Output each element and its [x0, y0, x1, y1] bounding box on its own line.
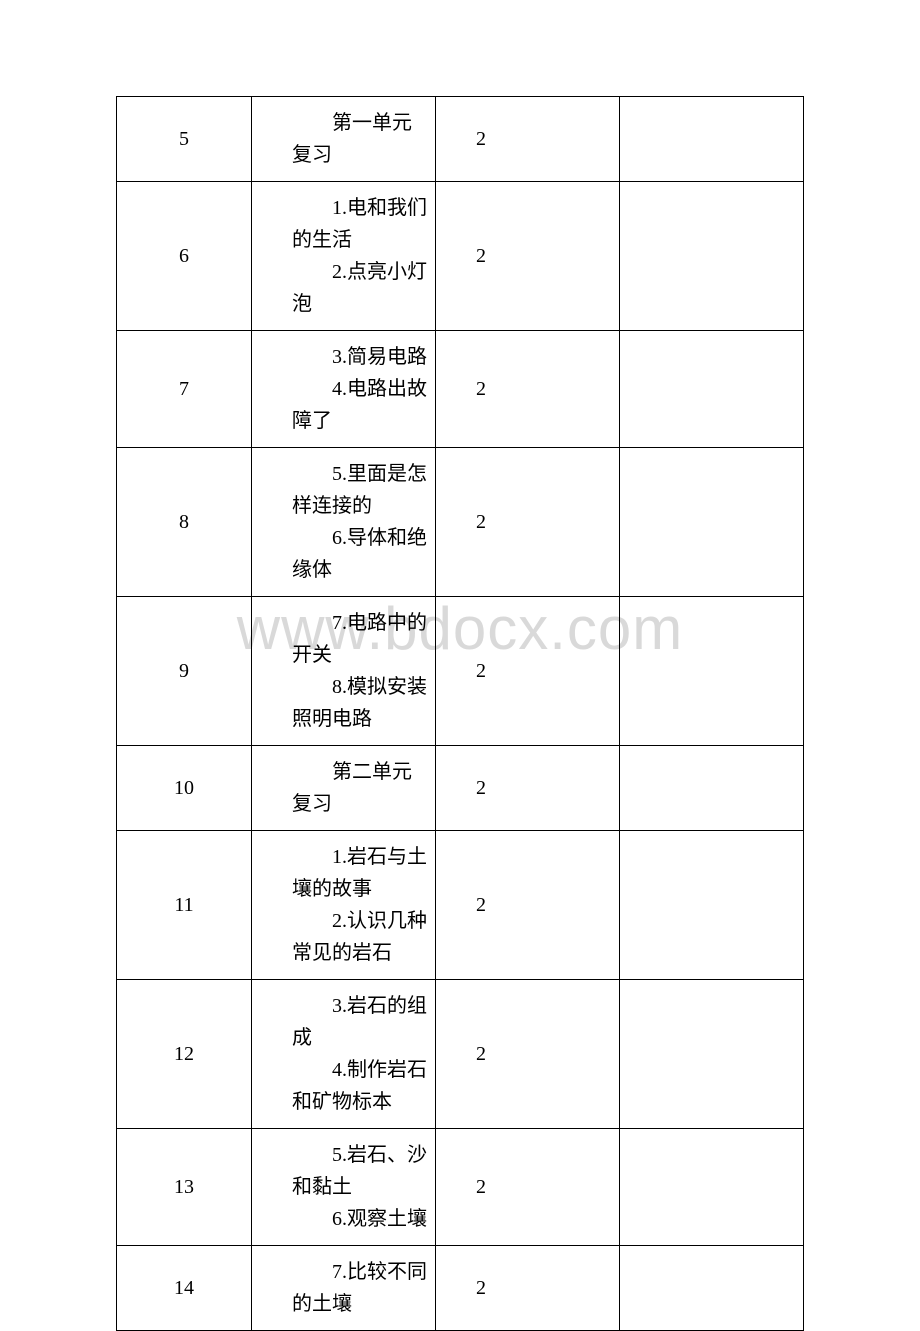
- count-cell: 2: [436, 746, 620, 831]
- content-line: 5.里面是怎样连接的: [292, 458, 427, 522]
- document-page: www.bdocx.com 5第一单元复习261.电和我们的生活2.点亮小灯泡2…: [0, 0, 920, 1331]
- week-cell: 14: [117, 1246, 252, 1331]
- note-cell: [620, 831, 804, 980]
- table-row: 85.里面是怎样连接的6.导体和绝缘体2: [117, 448, 804, 597]
- content-line: 1.岩石与土壤的故事: [292, 841, 427, 905]
- week-cell: 6: [117, 182, 252, 331]
- content-line: 8.模拟安装照明电路: [292, 671, 427, 735]
- week-cell: 5: [117, 97, 252, 182]
- count-cell: 2: [436, 448, 620, 597]
- content-line: 第一单元复习: [292, 107, 427, 171]
- table-row: 73.简易电路4.电路出故障了2: [117, 331, 804, 448]
- content-cell: 7.电路中的开关8.模拟安装照明电路: [252, 597, 436, 746]
- content-line: 4.制作岩石和矿物标本: [292, 1054, 427, 1118]
- content-line: 1.电和我们的生活: [292, 192, 427, 256]
- content-cell: 3.岩石的组成4.制作岩石和矿物标本: [252, 980, 436, 1129]
- content-cell: 第一单元复习: [252, 97, 436, 182]
- table-row: 5 第一单元复习2: [117, 97, 804, 182]
- note-cell: [620, 182, 804, 331]
- content-line: 5.岩石、沙和黏土: [292, 1139, 427, 1203]
- table-row: 135.岩石、沙和黏土6.观察土壤2: [117, 1129, 804, 1246]
- week-cell: 13: [117, 1129, 252, 1246]
- table-row: 123.岩石的组成4.制作岩石和矿物标本2: [117, 980, 804, 1129]
- count-cell: 2: [436, 182, 620, 331]
- content-cell: 5.岩石、沙和黏土6.观察土壤: [252, 1129, 436, 1246]
- content-cell: 1.电和我们的生活2.点亮小灯泡: [252, 182, 436, 331]
- table-row: 61.电和我们的生活2.点亮小灯泡2: [117, 182, 804, 331]
- content-line: 2.点亮小灯泡: [292, 256, 427, 320]
- content-line: 3.岩石的组成: [292, 990, 427, 1054]
- note-cell: [620, 448, 804, 597]
- table-row: 14 7.比较不同的土壤2: [117, 1246, 804, 1331]
- note-cell: [620, 746, 804, 831]
- note-cell: [620, 331, 804, 448]
- count-cell: 2: [436, 1246, 620, 1331]
- schedule-table: 5第一单元复习261.电和我们的生活2.点亮小灯泡273.简易电路4.电路出故障…: [116, 96, 804, 1331]
- content-line: 7.电路中的开关: [292, 607, 427, 671]
- content-cell: 5.里面是怎样连接的6.导体和绝缘体: [252, 448, 436, 597]
- content-line: 第二单元复习: [292, 756, 427, 820]
- week-cell: 9: [117, 597, 252, 746]
- content-line: 2.认识几种常见的岩石: [292, 905, 427, 969]
- count-cell: 2: [436, 831, 620, 980]
- content-cell: 3.简易电路4.电路出故障了: [252, 331, 436, 448]
- count-cell: 2: [436, 97, 620, 182]
- content-line: 3.简易电路: [292, 341, 427, 373]
- content-cell: 7.比较不同的土壤: [252, 1246, 436, 1331]
- week-cell: 10: [117, 746, 252, 831]
- week-cell: 7: [117, 331, 252, 448]
- table-row: 111.岩石与土壤的故事2.认识几种常见的岩石2: [117, 831, 804, 980]
- content-cell: 1.岩石与土壤的故事2.认识几种常见的岩石: [252, 831, 436, 980]
- count-cell: 2: [436, 980, 620, 1129]
- note-cell: [620, 597, 804, 746]
- note-cell: [620, 97, 804, 182]
- content-line: 7.比较不同的土壤: [292, 1256, 427, 1320]
- note-cell: [620, 1129, 804, 1246]
- content-line: 6.观察土壤: [292, 1203, 427, 1235]
- count-cell: 2: [436, 597, 620, 746]
- count-cell: 2: [436, 331, 620, 448]
- note-cell: [620, 980, 804, 1129]
- count-cell: 2: [436, 1129, 620, 1246]
- table-row: 10 第二单元复习2: [117, 746, 804, 831]
- week-cell: 8: [117, 448, 252, 597]
- content-line: 4.电路出故障了: [292, 373, 427, 437]
- content-cell: 第二单元复习: [252, 746, 436, 831]
- note-cell: [620, 1246, 804, 1331]
- week-cell: 12: [117, 980, 252, 1129]
- table-row: 97.电路中的开关8.模拟安装照明电路2: [117, 597, 804, 746]
- week-cell: 11: [117, 831, 252, 980]
- content-line: 6.导体和绝缘体: [292, 522, 427, 586]
